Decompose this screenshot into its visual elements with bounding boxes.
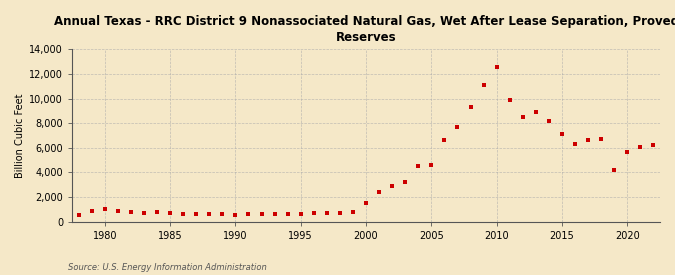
Point: [452, 125, 463, 129]
Point: [570, 142, 580, 146]
Point: [387, 184, 398, 188]
Point: [269, 212, 280, 216]
Point: [439, 138, 450, 143]
Point: [374, 190, 385, 194]
Point: [165, 211, 176, 215]
Point: [243, 212, 254, 216]
Point: [400, 180, 410, 185]
Point: [113, 208, 124, 213]
Point: [282, 212, 293, 216]
Point: [86, 208, 97, 213]
Point: [635, 144, 646, 149]
Point: [178, 211, 188, 216]
Point: [126, 210, 136, 215]
Point: [504, 98, 515, 102]
Point: [335, 211, 346, 215]
Point: [360, 201, 371, 205]
Point: [99, 207, 110, 211]
Point: [191, 212, 202, 216]
Point: [531, 110, 541, 114]
Point: [426, 163, 437, 167]
Point: [348, 210, 358, 214]
Point: [609, 168, 620, 172]
Point: [204, 211, 215, 216]
Point: [413, 164, 424, 169]
Point: [295, 211, 306, 216]
Point: [491, 64, 502, 69]
Point: [518, 115, 529, 119]
Y-axis label: Billion Cubic Feet: Billion Cubic Feet: [15, 93, 25, 178]
Point: [583, 138, 593, 143]
Point: [230, 213, 241, 217]
Point: [60, 213, 71, 218]
Point: [152, 210, 163, 215]
Point: [73, 213, 84, 217]
Point: [478, 83, 489, 87]
Point: [543, 119, 554, 123]
Point: [138, 211, 149, 215]
Point: [308, 211, 319, 215]
Point: [622, 149, 632, 154]
Point: [596, 137, 607, 141]
Text: Source: U.S. Energy Information Administration: Source: U.S. Energy Information Administ…: [68, 263, 266, 272]
Point: [465, 105, 476, 109]
Point: [321, 211, 332, 215]
Point: [256, 211, 267, 216]
Title: Annual Texas - RRC District 9 Nonassociated Natural Gas, Wet After Lease Separat: Annual Texas - RRC District 9 Nonassocia…: [53, 15, 675, 44]
Point: [217, 212, 227, 216]
Point: [557, 132, 568, 136]
Point: [648, 143, 659, 148]
